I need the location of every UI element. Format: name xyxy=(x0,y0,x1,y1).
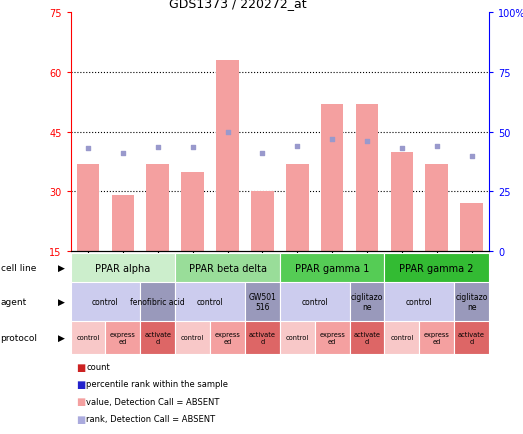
Point xyxy=(154,145,162,151)
Bar xyxy=(384,282,454,321)
Text: ciglitazo
ne: ciglitazo ne xyxy=(351,292,383,311)
Text: ■: ■ xyxy=(76,414,85,424)
Bar xyxy=(454,321,489,354)
Bar xyxy=(245,282,280,321)
Point xyxy=(397,146,406,153)
Text: control: control xyxy=(301,297,328,306)
Point xyxy=(293,143,301,150)
Text: activate
d: activate d xyxy=(144,331,171,344)
Bar xyxy=(146,164,169,252)
Text: control: control xyxy=(197,297,223,306)
Bar xyxy=(315,321,349,354)
Bar xyxy=(419,321,454,354)
Bar xyxy=(140,321,175,354)
Text: control: control xyxy=(76,335,100,340)
Text: control: control xyxy=(286,335,309,340)
Text: PPAR gamma 1: PPAR gamma 1 xyxy=(295,263,369,273)
Text: PPAR gamma 2: PPAR gamma 2 xyxy=(400,263,474,273)
Bar xyxy=(349,282,384,321)
Bar xyxy=(181,172,204,252)
Point xyxy=(468,153,476,160)
Bar xyxy=(384,321,419,354)
Bar xyxy=(425,164,448,252)
Text: express
ed: express ed xyxy=(319,331,345,344)
Text: value, Detection Call = ABSENT: value, Detection Call = ABSENT xyxy=(86,397,220,406)
Bar xyxy=(280,282,349,321)
Text: control: control xyxy=(92,297,119,306)
Text: activate
d: activate d xyxy=(458,331,485,344)
Text: control: control xyxy=(390,335,414,340)
Bar xyxy=(349,321,384,354)
Bar xyxy=(175,254,280,282)
Text: ■: ■ xyxy=(76,379,85,389)
Text: percentile rank within the sample: percentile rank within the sample xyxy=(86,380,229,388)
Title: GDS1373 / 220272_at: GDS1373 / 220272_at xyxy=(169,0,307,10)
Text: PPAR beta delta: PPAR beta delta xyxy=(188,263,267,273)
Point xyxy=(223,129,232,136)
Text: cell line: cell line xyxy=(1,263,36,273)
Point xyxy=(433,143,441,150)
Bar xyxy=(216,61,239,252)
Bar xyxy=(71,321,106,354)
Bar xyxy=(71,254,175,282)
Text: activate
d: activate d xyxy=(354,331,380,344)
Text: rank, Detection Call = ABSENT: rank, Detection Call = ABSENT xyxy=(86,414,215,423)
Bar xyxy=(175,321,210,354)
Point xyxy=(84,146,92,153)
Text: control: control xyxy=(181,335,204,340)
Text: express
ed: express ed xyxy=(424,331,450,344)
Bar xyxy=(286,164,309,252)
Point xyxy=(258,151,267,158)
Point xyxy=(328,136,336,143)
Text: ciglitazo
ne: ciglitazo ne xyxy=(456,292,488,311)
Text: ■: ■ xyxy=(76,397,85,406)
Text: ■: ■ xyxy=(76,362,85,372)
Text: ▶: ▶ xyxy=(58,333,65,342)
Bar xyxy=(321,105,344,252)
Bar xyxy=(140,282,175,321)
Bar xyxy=(384,254,489,282)
Text: ▶: ▶ xyxy=(58,263,65,273)
Point xyxy=(188,145,197,151)
Bar xyxy=(245,321,280,354)
Bar xyxy=(210,321,245,354)
Text: control: control xyxy=(406,297,433,306)
Text: express
ed: express ed xyxy=(214,331,241,344)
Bar xyxy=(280,254,384,282)
Bar xyxy=(454,282,489,321)
Text: PPAR alpha: PPAR alpha xyxy=(95,263,151,273)
Text: agent: agent xyxy=(1,297,27,306)
Bar xyxy=(391,152,413,252)
Bar xyxy=(356,105,378,252)
Bar xyxy=(251,192,274,252)
Bar xyxy=(460,204,483,252)
Text: activate
d: activate d xyxy=(249,331,276,344)
Point xyxy=(119,151,127,158)
Bar xyxy=(77,164,99,252)
Bar xyxy=(111,196,134,252)
Text: protocol: protocol xyxy=(1,333,38,342)
Text: express
ed: express ed xyxy=(110,331,136,344)
Text: ▶: ▶ xyxy=(58,297,65,306)
Bar xyxy=(71,282,140,321)
Bar xyxy=(175,282,245,321)
Text: fenofibric acid: fenofibric acid xyxy=(130,297,185,306)
Bar xyxy=(106,321,140,354)
Text: count: count xyxy=(86,362,110,371)
Bar xyxy=(280,321,315,354)
Point xyxy=(363,138,371,145)
Text: GW501
516: GW501 516 xyxy=(248,292,276,311)
